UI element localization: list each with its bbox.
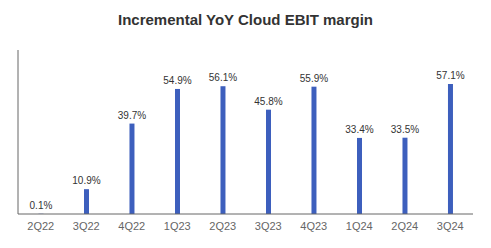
svg-text:56.1%: 56.1% (209, 72, 237, 83)
svg-text:39.7%: 39.7% (118, 110, 146, 121)
svg-text:54.9%: 54.9% (163, 75, 191, 86)
svg-text:1Q24: 1Q24 (346, 220, 373, 232)
svg-text:2Q24: 2Q24 (391, 220, 418, 232)
svg-text:1Q23: 1Q23 (164, 220, 191, 232)
svg-text:2Q22: 2Q22 (27, 220, 54, 232)
svg-text:3Q22: 3Q22 (73, 220, 100, 232)
svg-text:55.9%: 55.9% (300, 73, 328, 84)
svg-text:33.4%: 33.4% (345, 124, 373, 135)
svg-text:4Q23: 4Q23 (300, 220, 327, 232)
svg-text:4Q22: 4Q22 (118, 220, 145, 232)
svg-text:3Q23: 3Q23 (255, 220, 282, 232)
svg-text:10.9%: 10.9% (72, 175, 100, 186)
svg-text:0.1%: 0.1% (30, 200, 53, 211)
svg-text:45.8%: 45.8% (254, 96, 282, 107)
html-text:Incremental YoY Cloud EBIT mar: Incremental YoY Cloud EBIT margin (118, 11, 373, 28)
svg-text:3Q24: 3Q24 (437, 220, 464, 232)
svg-text:57.1%: 57.1% (436, 70, 464, 81)
svg-text:33.5%: 33.5% (391, 124, 419, 135)
svg-text:2Q23: 2Q23 (209, 220, 236, 232)
